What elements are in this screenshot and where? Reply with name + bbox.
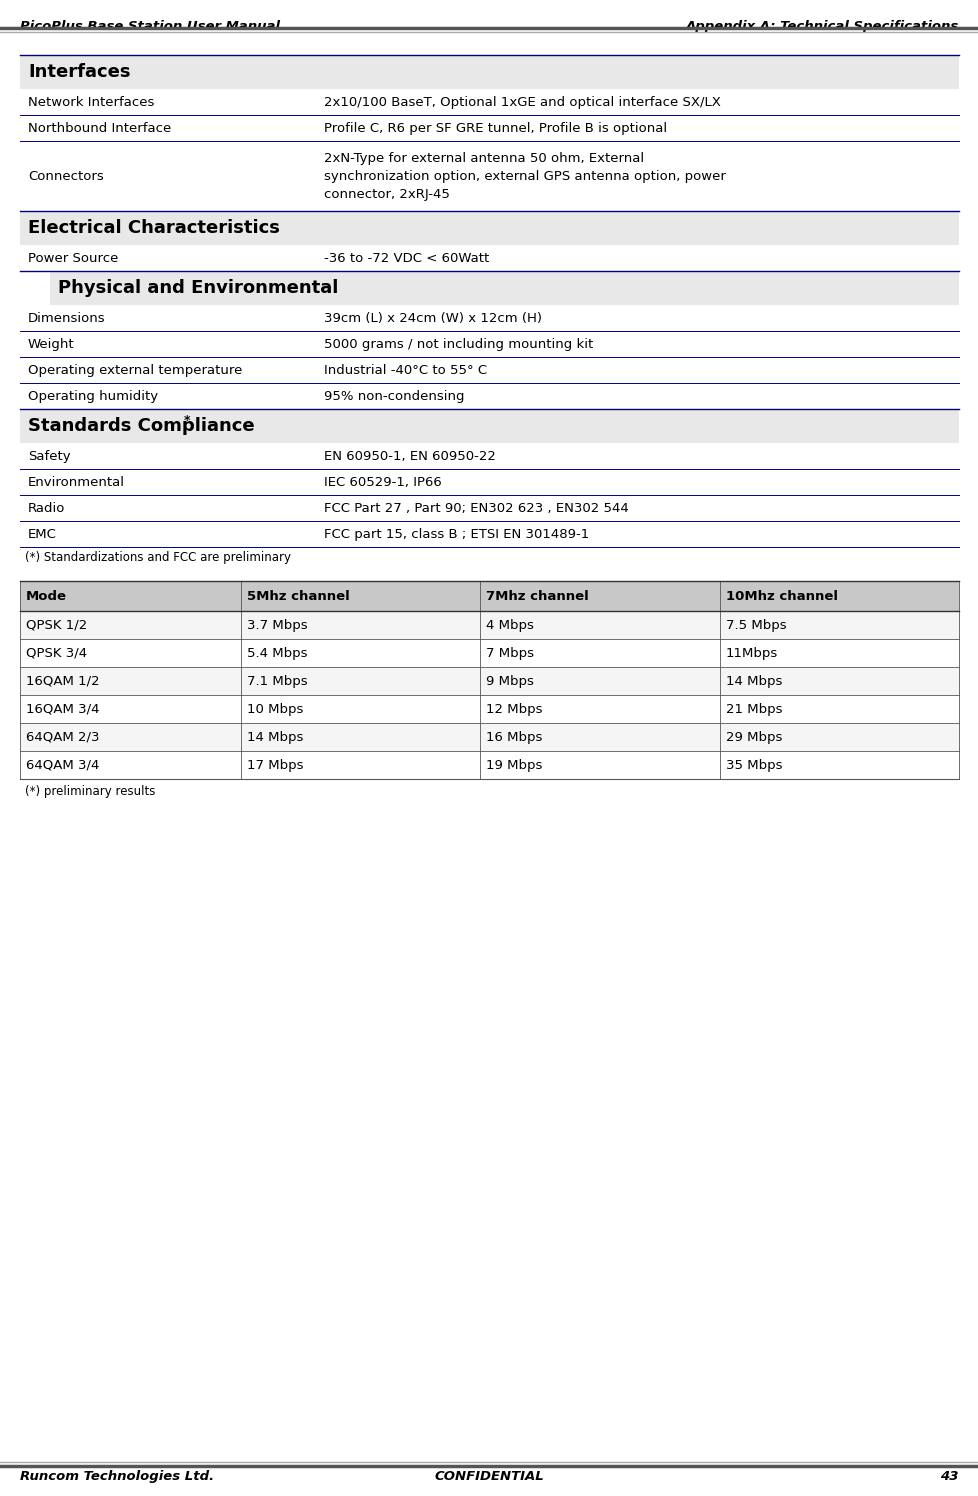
- Text: FCC part 15, class B ; ETSI EN 301489-1: FCC part 15, class B ; ETSI EN 301489-1: [324, 528, 589, 540]
- Text: 5000 grams / not including mounting kit: 5000 grams / not including mounting kit: [324, 338, 593, 350]
- Text: 10Mhz channel: 10Mhz channel: [725, 589, 837, 603]
- Text: 16QAM 3/4: 16QAM 3/4: [26, 703, 100, 715]
- Text: 29 Mbps: 29 Mbps: [725, 730, 781, 744]
- Text: PicoPlus Base Station User Manual: PicoPlus Base Station User Manual: [20, 19, 280, 33]
- Text: 43: 43: [940, 1471, 958, 1483]
- Bar: [20, 408, 958, 443]
- Text: 7.1 Mbps: 7.1 Mbps: [246, 675, 307, 688]
- Text: Connectors: Connectors: [28, 169, 104, 183]
- Text: 7.5 Mbps: 7.5 Mbps: [725, 618, 785, 631]
- Text: 19 Mbps: 19 Mbps: [486, 758, 542, 772]
- Text: CONFIDENTIAL: CONFIDENTIAL: [434, 1471, 544, 1483]
- Text: 64QAM 3/4: 64QAM 3/4: [26, 758, 100, 772]
- Text: 21 Mbps: 21 Mbps: [725, 703, 781, 715]
- Text: 10 Mbps: 10 Mbps: [246, 703, 303, 715]
- Bar: [20, 639, 958, 667]
- Bar: [20, 696, 958, 723]
- Bar: [20, 751, 958, 779]
- Text: Runcom Technologies Ltd.: Runcom Technologies Ltd.: [20, 1471, 214, 1483]
- Text: 5.4 Mbps: 5.4 Mbps: [246, 646, 307, 660]
- Text: 16 Mbps: 16 Mbps: [486, 730, 542, 744]
- Text: Northbound Interface: Northbound Interface: [28, 121, 171, 135]
- Text: 14 Mbps: 14 Mbps: [725, 675, 781, 688]
- Text: (*) Standardizations and FCC are preliminary: (*) Standardizations and FCC are prelimi…: [25, 551, 290, 564]
- Text: Profile C, R6 per SF GRE tunnel, Profile B is optional: Profile C, R6 per SF GRE tunnel, Profile…: [324, 121, 666, 135]
- Text: -36 to -72 VDC < 60Watt: -36 to -72 VDC < 60Watt: [324, 251, 489, 265]
- Text: 12 Mbps: 12 Mbps: [486, 703, 542, 715]
- Text: Standards Compliance: Standards Compliance: [28, 417, 254, 435]
- Text: Operating external temperature: Operating external temperature: [28, 364, 243, 377]
- Text: 5Mhz channel: 5Mhz channel: [246, 589, 349, 603]
- Text: Safety: Safety: [28, 449, 70, 462]
- Text: 9 Mbps: 9 Mbps: [486, 675, 533, 688]
- Text: Weight: Weight: [28, 338, 74, 350]
- Text: 14 Mbps: 14 Mbps: [246, 730, 303, 744]
- Text: 39cm (L) x 24cm (W) x 12cm (H): 39cm (L) x 24cm (W) x 12cm (H): [324, 311, 541, 325]
- Text: Environmental: Environmental: [28, 476, 125, 489]
- Text: Electrical Characteristics: Electrical Characteristics: [28, 218, 280, 236]
- Text: 95% non-condensing: 95% non-condensing: [324, 389, 464, 402]
- Text: Dimensions: Dimensions: [28, 311, 106, 325]
- Text: 4 Mbps: 4 Mbps: [486, 618, 533, 631]
- Text: FCC Part 27 , Part 90; EN302 623 , EN302 544: FCC Part 27 , Part 90; EN302 623 , EN302…: [324, 501, 628, 515]
- Text: EN 60950-1, EN 60950-22: EN 60950-1, EN 60950-22: [324, 449, 495, 462]
- Bar: [20, 211, 958, 245]
- Bar: [20, 610, 958, 639]
- Text: 7Mhz channel: 7Mhz channel: [486, 589, 588, 603]
- Text: Radio: Radio: [28, 501, 66, 515]
- Text: QPSK 1/2: QPSK 1/2: [26, 618, 87, 631]
- Text: *: *: [184, 413, 191, 426]
- Text: Industrial -40°C to 55° C: Industrial -40°C to 55° C: [324, 364, 486, 377]
- Text: Operating humidity: Operating humidity: [28, 389, 158, 402]
- Text: synchronization option, external GPS antenna option, power: synchronization option, external GPS ant…: [324, 169, 725, 183]
- Bar: [20, 667, 958, 696]
- Bar: [20, 55, 958, 88]
- Bar: [20, 723, 958, 751]
- Text: 7 Mbps: 7 Mbps: [486, 646, 534, 660]
- Text: 11Mbps: 11Mbps: [725, 646, 777, 660]
- Text: 16QAM 1/2: 16QAM 1/2: [26, 675, 100, 688]
- Text: (*) preliminary results: (*) preliminary results: [25, 785, 156, 797]
- Text: EMC: EMC: [28, 528, 57, 540]
- Text: Network Interfaces: Network Interfaces: [28, 96, 155, 109]
- Text: 2x10/100 BaseT, Optional 1xGE and optical interface SX/LX: 2x10/100 BaseT, Optional 1xGE and optica…: [324, 96, 720, 109]
- Text: 3.7 Mbps: 3.7 Mbps: [246, 618, 307, 631]
- Text: 17 Mbps: 17 Mbps: [246, 758, 303, 772]
- Text: Mode: Mode: [26, 589, 67, 603]
- Text: 2xN-Type for external antenna 50 ohm, External: 2xN-Type for external antenna 50 ohm, Ex…: [324, 151, 644, 165]
- Text: IEC 60529-1, IP66: IEC 60529-1, IP66: [324, 476, 441, 489]
- Text: Interfaces: Interfaces: [28, 63, 130, 81]
- Text: 35 Mbps: 35 Mbps: [725, 758, 781, 772]
- Bar: [20, 580, 958, 610]
- Text: QPSK 3/4: QPSK 3/4: [26, 646, 87, 660]
- Text: 64QAM 2/3: 64QAM 2/3: [26, 730, 100, 744]
- Text: connector, 2xRJ-45: connector, 2xRJ-45: [324, 187, 449, 200]
- Text: Power Source: Power Source: [28, 251, 118, 265]
- Text: Physical and Environmental: Physical and Environmental: [58, 278, 338, 298]
- Text: Appendix A: Technical Specifications: Appendix A: Technical Specifications: [685, 19, 958, 33]
- Bar: [50, 271, 958, 305]
